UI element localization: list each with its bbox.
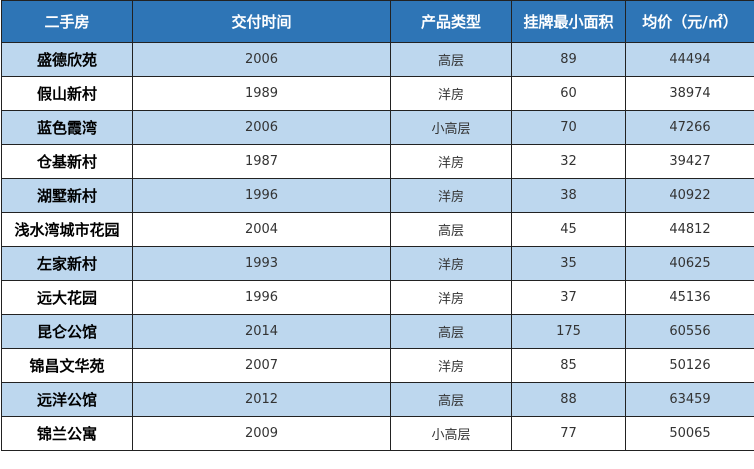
- product-type-cell: 洋房: [390, 76, 512, 111]
- table-body: 盛德欣苑 2006 高层 89 44494 假山新村 1989 洋房 60 38…: [1, 42, 754, 451]
- delivery-year-cell: 2014: [132, 314, 391, 349]
- avg-price-cell: 60556: [625, 314, 754, 349]
- min-area-cell: 38: [511, 178, 626, 213]
- min-area-cell: 37: [511, 280, 626, 315]
- product-type-cell: 洋房: [390, 178, 512, 213]
- avg-price-cell: 44494: [625, 42, 754, 77]
- avg-price-cell: 44812: [625, 212, 754, 247]
- delivery-year-cell: 2006: [132, 110, 391, 145]
- min-area-cell: 35: [511, 246, 626, 281]
- delivery-year-cell: 1987: [132, 144, 391, 179]
- table-row: 蓝色霞湾 2006 小高层 70 47266: [1, 110, 754, 145]
- table-row: 假山新村 1989 洋房 60 38974: [1, 76, 754, 111]
- avg-price-cell: 40922: [625, 178, 754, 213]
- community-name-cell: 远大花园: [1, 280, 133, 315]
- delivery-year-cell: 1989: [132, 76, 391, 111]
- min-area-cell: 88: [511, 382, 626, 417]
- product-type-cell: 高层: [390, 382, 512, 417]
- header-community: 二手房: [1, 0, 133, 43]
- product-type-cell: 高层: [390, 314, 512, 349]
- table-row: 昆仑公馆 2014 高层 175 60556: [1, 314, 754, 349]
- min-area-cell: 89: [511, 42, 626, 77]
- avg-price-cell: 39427: [625, 144, 754, 179]
- product-type-cell: 小高层: [390, 110, 512, 145]
- table-row: 远洋公馆 2012 高层 88 63459: [1, 382, 754, 417]
- header-avg-price: 均价（元/㎡）: [625, 0, 754, 43]
- table-row: 浅水湾城市花园 2004 高层 45 44812: [1, 212, 754, 247]
- community-name-cell: 盛德欣苑: [1, 42, 133, 77]
- product-type-cell: 洋房: [390, 246, 512, 281]
- delivery-year-cell: 1993: [132, 246, 391, 281]
- table-row: 锦兰公寓 2009 小高层 77 50065: [1, 416, 754, 451]
- min-area-cell: 60: [511, 76, 626, 111]
- table-row: 湖墅新村 1996 洋房 38 40922: [1, 178, 754, 213]
- min-area-cell: 32: [511, 144, 626, 179]
- delivery-year-cell: 2012: [132, 382, 391, 417]
- delivery-year-cell: 2007: [132, 348, 391, 383]
- community-name-cell: 仓基新村: [1, 144, 133, 179]
- product-type-cell: 洋房: [390, 144, 512, 179]
- community-name-cell: 锦兰公寓: [1, 416, 133, 451]
- product-type-cell: 小高层: [390, 416, 512, 451]
- avg-price-cell: 40625: [625, 246, 754, 281]
- housing-price-table: 二手房 交付时间 产品类型 挂牌最小面积 均价（元/㎡） 盛德欣苑 2006 高…: [1, 0, 754, 451]
- community-name-cell: 昆仑公馆: [1, 314, 133, 349]
- min-area-cell: 70: [511, 110, 626, 145]
- community-name-cell: 假山新村: [1, 76, 133, 111]
- avg-price-cell: 38974: [625, 76, 754, 111]
- product-type-cell: 洋房: [390, 348, 512, 383]
- delivery-year-cell: 2009: [132, 416, 391, 451]
- product-type-cell: 高层: [390, 42, 512, 77]
- min-area-cell: 85: [511, 348, 626, 383]
- table-row: 盛德欣苑 2006 高层 89 44494: [1, 42, 754, 77]
- min-area-cell: 77: [511, 416, 626, 451]
- delivery-year-cell: 2006: [132, 42, 391, 77]
- avg-price-cell: 50126: [625, 348, 754, 383]
- avg-price-cell: 63459: [625, 382, 754, 417]
- avg-price-cell: 47266: [625, 110, 754, 145]
- delivery-year-cell: 1996: [132, 280, 391, 315]
- community-name-cell: 远洋公馆: [1, 382, 133, 417]
- min-area-cell: 45: [511, 212, 626, 247]
- header-row: 二手房 交付时间 产品类型 挂牌最小面积 均价（元/㎡）: [1, 0, 754, 43]
- community-name-cell: 锦昌文华苑: [1, 348, 133, 383]
- community-name-cell: 浅水湾城市花园: [1, 212, 133, 247]
- table-row: 锦昌文华苑 2007 洋房 85 50126: [1, 348, 754, 383]
- avg-price-cell: 45136: [625, 280, 754, 315]
- community-name-cell: 湖墅新村: [1, 178, 133, 213]
- avg-price-cell: 50065: [625, 416, 754, 451]
- header-delivery-year: 交付时间: [132, 0, 391, 43]
- delivery-year-cell: 1996: [132, 178, 391, 213]
- header-min-area: 挂牌最小面积: [511, 0, 626, 43]
- product-type-cell: 洋房: [390, 280, 512, 315]
- community-name-cell: 蓝色霞湾: [1, 110, 133, 145]
- table-row: 仓基新村 1987 洋房 32 39427: [1, 144, 754, 179]
- community-name-cell: 左家新村: [1, 246, 133, 281]
- header-product-type: 产品类型: [390, 0, 512, 43]
- product-type-cell: 高层: [390, 212, 512, 247]
- table-header: 二手房 交付时间 产品类型 挂牌最小面积 均价（元/㎡）: [1, 0, 754, 43]
- table-row: 远大花园 1996 洋房 37 45136: [1, 280, 754, 315]
- min-area-cell: 175: [511, 314, 626, 349]
- delivery-year-cell: 2004: [132, 212, 391, 247]
- table-row: 左家新村 1993 洋房 35 40625: [1, 246, 754, 281]
